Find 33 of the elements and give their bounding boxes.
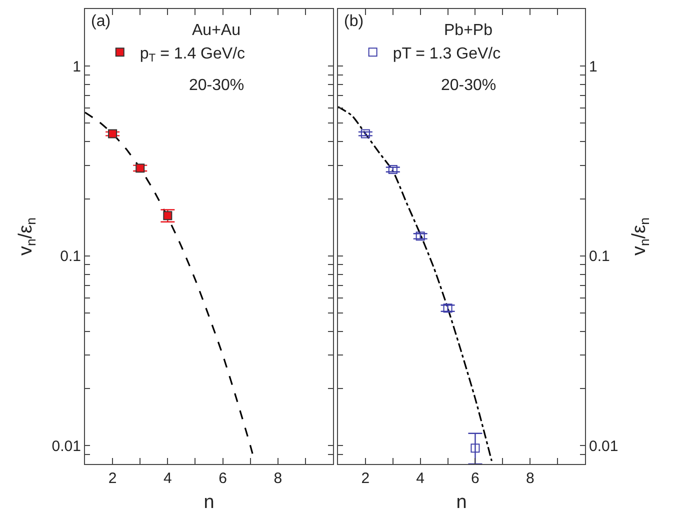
y-tick-label: 0.1	[589, 248, 610, 266]
line-series	[338, 106, 492, 462]
annotation: Au+Au	[192, 22, 240, 39]
annotation: 20-30%	[189, 77, 244, 94]
annotation: (b)	[344, 13, 364, 30]
x-axis-title: n	[456, 492, 467, 513]
x-tick-label: 6	[471, 470, 480, 487]
x-tick-label: 2	[361, 470, 370, 487]
x-tick-label: 4	[416, 470, 424, 487]
legend-label: p$_{T}$ = 1.4 GeV/c	[140, 45, 246, 65]
legend-label: pT = 1.3 GeV/c	[392, 45, 501, 62]
y-tick-label: 1	[72, 58, 81, 76]
y-tick-label: 1	[589, 58, 598, 76]
x-tick-label: 8	[274, 470, 282, 487]
point	[108, 129, 118, 138]
point	[470, 444, 480, 453]
annotation: Pb+Pb	[444, 22, 493, 39]
y-tick-label: 0.01	[589, 438, 618, 455]
annotation: 20-30%	[441, 77, 496, 94]
x-tick-label: 6	[218, 470, 227, 487]
x-tick-label: 4	[164, 470, 172, 487]
point	[388, 165, 398, 174]
point	[136, 164, 145, 173]
point	[163, 211, 172, 220]
y-tick-label: 0.1	[60, 248, 81, 266]
y-tick-label: 0.01	[52, 438, 81, 455]
x-tick-label: 2	[108, 470, 117, 487]
x-tick-label: 8	[526, 470, 534, 487]
point	[360, 129, 370, 138]
point	[416, 232, 425, 241]
x-axis-title: n	[204, 492, 214, 513]
point	[443, 304, 452, 313]
annotation: (a)	[91, 13, 111, 30]
